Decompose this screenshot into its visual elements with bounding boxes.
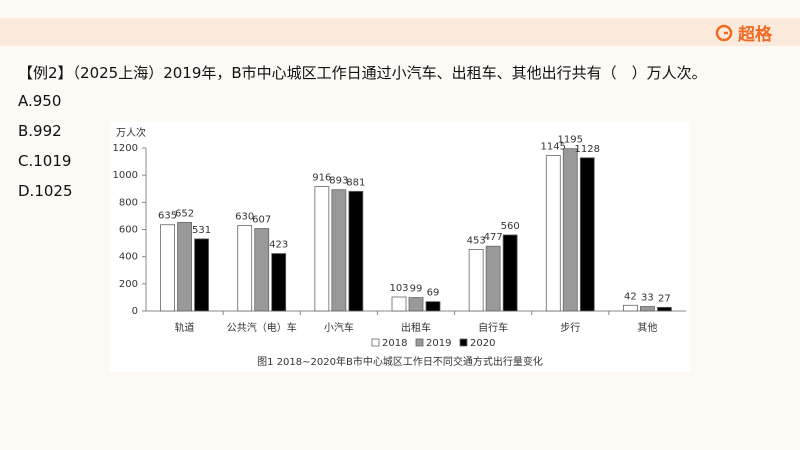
- data-label: 1128: [575, 144, 600, 155]
- bar: [657, 306, 672, 312]
- x-tick-label: 其他: [637, 321, 657, 334]
- data-label: 531: [192, 225, 211, 236]
- y-tick-label: 1000: [113, 170, 138, 181]
- bar: [254, 228, 270, 312]
- option: B.992: [18, 122, 62, 140]
- bar: [579, 157, 595, 312]
- data-label: 99: [410, 284, 423, 295]
- bar: [623, 304, 638, 312]
- legend-swatch: [415, 338, 424, 347]
- bar: [331, 189, 347, 312]
- data-label: 69: [427, 288, 440, 299]
- y-tick-label: 800: [119, 197, 138, 208]
- logo-icon: [715, 24, 733, 41]
- data-label: 1145: [541, 141, 566, 152]
- x-tick-label: 自行车: [478, 321, 508, 334]
- bar: [194, 238, 209, 312]
- bar: [640, 306, 655, 312]
- bar: [314, 186, 330, 312]
- bar: [485, 245, 501, 312]
- bar: [408, 297, 424, 312]
- bar: [348, 190, 364, 312]
- option: C.1019: [18, 152, 72, 170]
- option: A.950: [18, 92, 62, 110]
- y-tick-label: 400: [119, 252, 138, 263]
- bar: [468, 249, 484, 312]
- data-label: 42: [624, 291, 637, 302]
- top-bar: [0, 18, 800, 46]
- legend-label: 2019: [426, 338, 451, 349]
- logo: 超格: [715, 20, 772, 45]
- legend-label: 2018: [382, 338, 407, 349]
- x-tick-label: 出租车: [401, 321, 431, 334]
- data-label: 635: [158, 211, 177, 222]
- bar: [502, 234, 518, 312]
- data-label: 916: [312, 173, 331, 184]
- data-label: 893: [329, 176, 348, 187]
- data-label: 652: [175, 208, 194, 219]
- x-tick-label: 小汽车: [324, 321, 354, 334]
- data-label: 33: [641, 293, 654, 304]
- x-tick-label: 步行: [560, 321, 580, 334]
- data-label: 477: [484, 232, 503, 243]
- legend-label: 2020: [470, 338, 495, 349]
- bar: [271, 253, 287, 312]
- bar: [237, 225, 253, 312]
- legend-swatch: [459, 338, 468, 347]
- data-label: 881: [346, 177, 365, 188]
- bar: [545, 155, 561, 312]
- legend-swatch: [371, 338, 380, 347]
- data-label: 560: [501, 221, 520, 232]
- logo-text: 超格: [738, 25, 772, 45]
- bar: [391, 296, 407, 312]
- data-label: 27: [658, 293, 671, 304]
- data-label: 630: [235, 211, 254, 222]
- x-tick-label: 公共汽（电）车: [227, 321, 297, 334]
- data-label: 103: [389, 283, 408, 294]
- bar: [562, 148, 578, 312]
- y-tick-label: 200: [119, 279, 138, 290]
- question-text: 【例2】（2025上海）2019年，B市中心城区工作日通过小汽车、出租车、其他出…: [18, 64, 707, 82]
- bar: [160, 224, 175, 312]
- bar: [425, 301, 441, 312]
- x-tick-label: 轨道: [175, 321, 195, 334]
- option: D.1025: [18, 182, 73, 200]
- y-tick-label: 0: [132, 306, 138, 317]
- bar: [177, 222, 192, 312]
- data-label: 453: [467, 235, 486, 246]
- y-tick-label: 600: [119, 225, 138, 236]
- chart-caption: 图1 2018~2020年B市中心城区工作日不同交通方式出行量变化: [257, 355, 543, 368]
- chart: 万人次 图1 2018~2020年B市中心城区工作日不同交通方式出行量变化 0 2…: [110, 122, 690, 372]
- y-tick-label: 1200: [113, 143, 138, 154]
- data-label: 1195: [558, 135, 583, 146]
- data-label: 607: [252, 215, 271, 226]
- y-axis-label: 万人次: [116, 126, 146, 139]
- data-label: 423: [269, 240, 288, 251]
